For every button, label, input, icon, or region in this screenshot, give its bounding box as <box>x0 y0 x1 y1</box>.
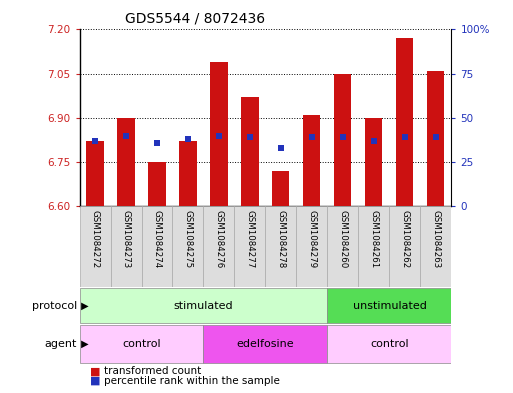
Text: GSM1084277: GSM1084277 <box>246 210 254 268</box>
Point <box>308 134 316 140</box>
Text: stimulated: stimulated <box>174 301 233 310</box>
Text: unstimulated: unstimulated <box>352 301 426 310</box>
Text: GSM1084272: GSM1084272 <box>90 210 100 268</box>
Bar <box>172 206 204 287</box>
Text: GSM1084263: GSM1084263 <box>431 210 441 268</box>
Text: ▶: ▶ <box>78 301 89 310</box>
Text: control: control <box>122 339 161 349</box>
Point <box>184 136 192 142</box>
Bar <box>117 118 134 206</box>
Text: percentile rank within the sample: percentile rank within the sample <box>104 376 280 386</box>
Bar <box>204 325 327 363</box>
Text: protocol: protocol <box>32 301 77 310</box>
Bar <box>304 115 321 206</box>
Bar <box>327 325 451 363</box>
Bar <box>359 206 389 287</box>
Bar <box>397 39 413 206</box>
Point <box>153 140 161 146</box>
Bar <box>87 141 104 206</box>
Text: transformed count: transformed count <box>104 367 202 376</box>
Bar <box>142 206 172 287</box>
Bar <box>210 62 227 206</box>
Point <box>339 134 347 140</box>
Text: GSM1084279: GSM1084279 <box>307 210 317 268</box>
Bar <box>80 206 110 287</box>
Text: GSM1084273: GSM1084273 <box>122 210 130 268</box>
Point <box>215 132 223 139</box>
Point <box>277 145 285 151</box>
Point <box>401 134 409 140</box>
Text: GSM1084261: GSM1084261 <box>369 210 379 268</box>
Bar <box>110 206 142 287</box>
Text: ▶: ▶ <box>78 339 89 349</box>
Text: GSM1084275: GSM1084275 <box>184 210 192 268</box>
Text: ■: ■ <box>90 376 100 386</box>
Text: ■: ■ <box>90 367 100 376</box>
Text: GSM1084260: GSM1084260 <box>339 210 347 268</box>
Bar <box>327 288 451 323</box>
Bar <box>80 325 204 363</box>
Point <box>246 134 254 140</box>
Point <box>370 138 378 144</box>
Bar <box>272 171 289 206</box>
Bar <box>234 206 265 287</box>
Bar <box>327 206 359 287</box>
Bar <box>297 206 327 287</box>
Point <box>122 132 130 139</box>
Bar <box>204 206 234 287</box>
Point <box>91 138 99 144</box>
Bar <box>80 288 327 323</box>
Point <box>432 134 440 140</box>
Bar <box>148 162 166 206</box>
Bar <box>421 206 451 287</box>
Bar <box>265 206 297 287</box>
Bar <box>242 97 259 206</box>
Bar <box>389 206 421 287</box>
Text: control: control <box>370 339 409 349</box>
Text: GSM1084262: GSM1084262 <box>401 210 409 268</box>
Bar <box>365 118 383 206</box>
Bar <box>334 74 351 206</box>
Bar <box>427 71 444 206</box>
Text: GSM1084274: GSM1084274 <box>152 210 162 268</box>
Text: agent: agent <box>45 339 77 349</box>
Text: GSM1084276: GSM1084276 <box>214 210 224 268</box>
Bar <box>180 141 196 206</box>
Text: GSM1084278: GSM1084278 <box>277 210 285 268</box>
Text: GDS5544 / 8072436: GDS5544 / 8072436 <box>125 12 265 26</box>
Text: edelfosine: edelfosine <box>236 339 294 349</box>
